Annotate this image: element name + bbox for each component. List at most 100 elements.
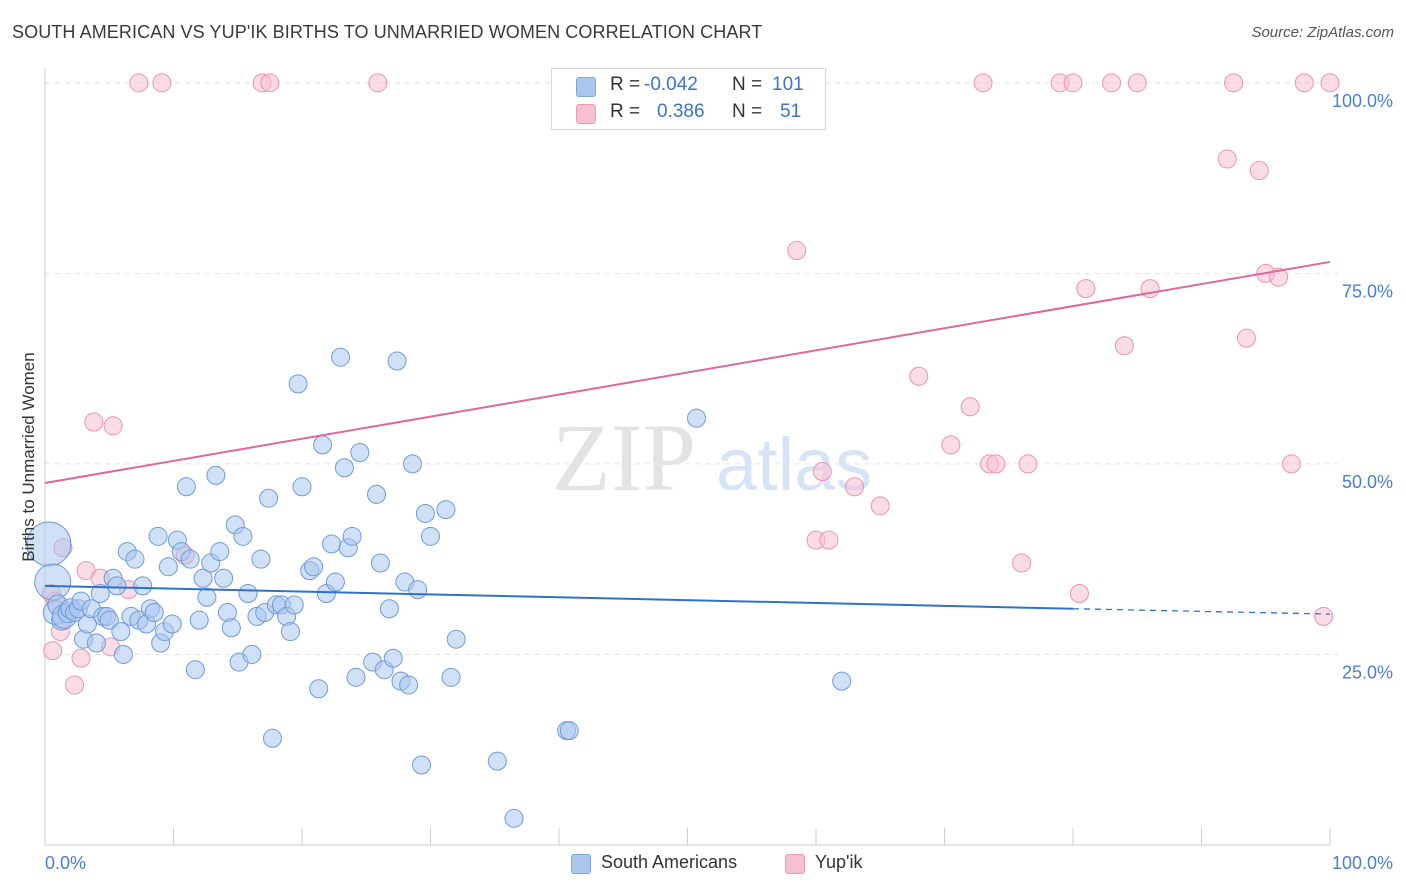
south-american-point: [180, 549, 200, 569]
south-american-point: [206, 465, 226, 485]
r-label: R =: [610, 101, 641, 122]
yupik-point: [1018, 454, 1038, 474]
yupik-point: [1320, 73, 1340, 93]
south-american-point: [133, 576, 153, 596]
y-tick-label: 25.0%: [1342, 662, 1393, 682]
south-american-point: [176, 477, 196, 497]
y-tick-label: 50.0%: [1342, 472, 1393, 492]
tick-labels: 25.0% 50.0% 75.0% 100.0% 0.0% 100.0%: [45, 91, 1393, 873]
yupik-point: [973, 73, 993, 93]
x-tick-label: 100.0%: [1332, 853, 1393, 873]
yupik-point: [960, 397, 980, 417]
yupik-point: [1069, 583, 1089, 603]
south-american-point: [686, 408, 706, 428]
south-american-point: [148, 526, 168, 546]
yupik-point: [909, 366, 929, 386]
yupik-trend-line: [44, 260, 1331, 484]
yupik-point: [812, 462, 832, 482]
south-american-point: [210, 542, 230, 562]
chart-title: SOUTH AMERICAN VS YUP'IK BIRTHS TO UNMAR…: [12, 22, 763, 42]
legend-label: South Americans: [601, 852, 738, 872]
yupik-swatch: [785, 854, 805, 874]
yupik-point: [1063, 73, 1083, 93]
r-label: R =: [610, 74, 641, 95]
south-american-point: [107, 576, 127, 596]
south-american-point: [86, 633, 106, 653]
south-american-point: [309, 679, 329, 699]
south-american-point: [251, 549, 271, 569]
yupik-point: [152, 73, 172, 93]
south-american-point: [322, 534, 342, 554]
south-american-point: [370, 553, 390, 573]
yupik-point: [941, 435, 961, 455]
south-american-point: [487, 751, 507, 771]
yupik-point: [1076, 279, 1096, 299]
south-american-point: [334, 458, 354, 478]
south-american-point: [383, 648, 403, 668]
yupik-swatch: [576, 104, 596, 124]
south-american-swatch: [576, 77, 596, 97]
south-american-point: [34, 563, 72, 601]
south-american-point: [331, 347, 351, 367]
south-american-point: [242, 644, 262, 664]
south-american-point: [99, 610, 119, 630]
yupik-point: [368, 73, 388, 93]
trend-lines: [44, 260, 1331, 615]
south-american-point: [233, 526, 253, 546]
axes: [44, 68, 1331, 846]
watermark: ZIP atlas: [552, 404, 872, 511]
south-american-point: [238, 583, 258, 603]
south-american-point: [421, 526, 440, 546]
yupik-point: [1012, 553, 1032, 573]
yupik-point: [1114, 336, 1134, 356]
south-american-point: [111, 622, 131, 642]
south-american-point: [342, 526, 362, 546]
south-american-point: [441, 667, 461, 687]
legend-label: Yup'ik: [815, 852, 863, 872]
watermark-atlas: atlas: [716, 423, 872, 506]
y-axis-label: Births to Unmarried Women: [19, 352, 38, 561]
yupik-point: [1249, 160, 1269, 180]
south-american-point: [259, 488, 279, 508]
yupik-point: [1236, 328, 1256, 348]
yupik-point: [43, 641, 63, 661]
yupik-point: [1224, 73, 1244, 93]
yupik-point: [1314, 606, 1334, 626]
yupik-point: [787, 241, 807, 261]
south-american-point: [162, 614, 182, 634]
yupik-point: [986, 454, 1006, 474]
y-tick-label: 75.0%: [1342, 281, 1393, 301]
south-american-point: [284, 595, 304, 615]
x-tick-label: 0.0%: [45, 853, 86, 873]
south-american-point: [504, 808, 524, 828]
south-american-point: [262, 728, 282, 748]
watermark-zip: ZIP: [552, 404, 696, 511]
south-american-point: [346, 667, 366, 687]
south-american-points: [26, 347, 852, 828]
grid-lines: [45, 82, 1338, 655]
south-american-swatch: [571, 854, 591, 874]
yupik-point: [260, 73, 280, 93]
south-american-point: [387, 351, 407, 371]
yupik-point: [1281, 454, 1301, 474]
n-value: 51: [780, 101, 802, 122]
r-value: -0.042: [644, 74, 698, 95]
yupik-point: [84, 412, 104, 432]
south-american-point: [399, 675, 419, 695]
south-american-point: [446, 629, 466, 649]
south-american-point: [325, 572, 345, 592]
south-american-point: [403, 454, 423, 474]
south-american-point: [197, 587, 217, 607]
yupik-point: [1217, 149, 1237, 169]
south-american-point: [313, 435, 333, 455]
south-american-point: [292, 477, 312, 497]
south-american-point: [412, 755, 432, 775]
yupik-point: [819, 530, 839, 550]
south-american-point: [193, 568, 213, 588]
yupik-point: [1102, 73, 1122, 93]
south-american-point: [125, 549, 145, 569]
south-american-point: [559, 721, 579, 741]
south-american-point: [832, 671, 852, 691]
